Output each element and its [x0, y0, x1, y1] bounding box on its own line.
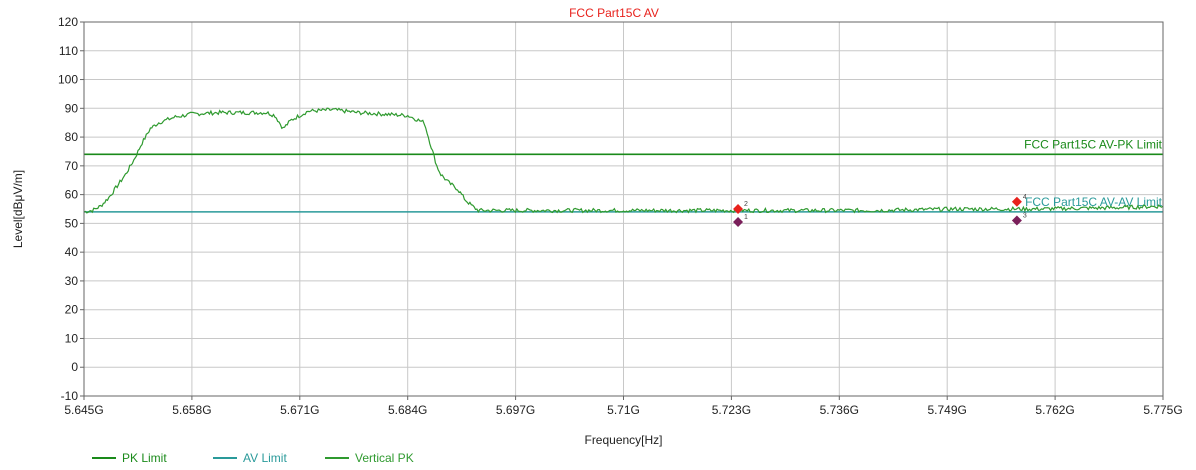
- marker-label: 4: [1023, 194, 1027, 201]
- limit-lines: FCC Part15C AV-PK Limit FCC Part15C AV-AV…: [84, 137, 1163, 213]
- legend-label: AV Limit: [243, 451, 287, 465]
- plot-frame: [83, 21, 1164, 397]
- x-tick-label: 5.697G: [496, 403, 535, 417]
- x-tick-label: 5.736G: [820, 403, 859, 417]
- y-tick-label: 120: [58, 15, 78, 29]
- marker-label: 2: [744, 201, 748, 208]
- y-tick-label: 10: [65, 331, 79, 345]
- legend-item-pk-limit: PK Limit: [92, 451, 167, 465]
- x-tick-label: 5.71G: [607, 403, 640, 417]
- y-tick-label: -10: [61, 389, 79, 403]
- legend-item-av-limit: AV Limit: [213, 451, 287, 465]
- x-tick-label: 5.723G: [712, 403, 751, 417]
- x-tick-label: 5.684G: [388, 403, 427, 417]
- y-tick-label: 40: [65, 245, 79, 259]
- series-line-vertical-pk: [83, 107, 1164, 214]
- legend: PK Limit AV Limit Vertical PK: [92, 451, 414, 465]
- y-tick-label: 60: [65, 188, 79, 202]
- x-tick-label: 5.671G: [280, 403, 319, 417]
- marker-label: 1: [744, 214, 748, 221]
- y-tick-label: 80: [65, 130, 79, 144]
- x-tick-label: 5.762G: [1035, 403, 1074, 417]
- limit-annotation-av: FCC Part15C AV-AV Limit: [1025, 195, 1163, 209]
- marker-1: [733, 216, 744, 227]
- chart-title: FCC Part15C AV: [569, 6, 659, 20]
- markers: 1 2 3 4: [733, 194, 1027, 227]
- series-group: [83, 107, 1164, 214]
- grid: [83, 21, 1164, 397]
- limit-annotation-pk: FCC Part15C AV-PK Limit: [1024, 137, 1162, 151]
- y-tick-label: 90: [65, 101, 79, 115]
- x-tick-label: 5.775G: [1143, 403, 1182, 417]
- marker-label: 3: [1023, 213, 1027, 220]
- x-axis-ticks: 5.645G 5.658G 5.671G 5.684G 5.697G 5.71G 5.723…: [64, 396, 1183, 417]
- y-axis-label: Level[dBμV/m]: [11, 170, 25, 248]
- y-tick-label: 0: [71, 360, 78, 374]
- x-tick-label: 5.749G: [928, 403, 967, 417]
- y-tick-label: 30: [65, 274, 79, 288]
- y-tick-label: 100: [58, 73, 78, 87]
- y-tick-label: 20: [65, 303, 79, 317]
- x-axis-label: Frequency[Hz]: [584, 433, 662, 447]
- legend-label: PK Limit: [122, 451, 167, 465]
- y-tick-label: 110: [59, 44, 78, 58]
- legend-label: Vertical PK: [355, 451, 414, 465]
- marker-2: [733, 204, 744, 214]
- y-tick-label: 50: [65, 216, 79, 230]
- marker-3: [1011, 215, 1022, 226]
- legend-item-vertical-pk: Vertical PK: [325, 451, 414, 465]
- x-tick-label: 5.658G: [172, 403, 211, 417]
- y-tick-label: 70: [65, 159, 79, 173]
- x-tick-label: 5.645G: [64, 403, 103, 417]
- marker-4: [1011, 196, 1022, 207]
